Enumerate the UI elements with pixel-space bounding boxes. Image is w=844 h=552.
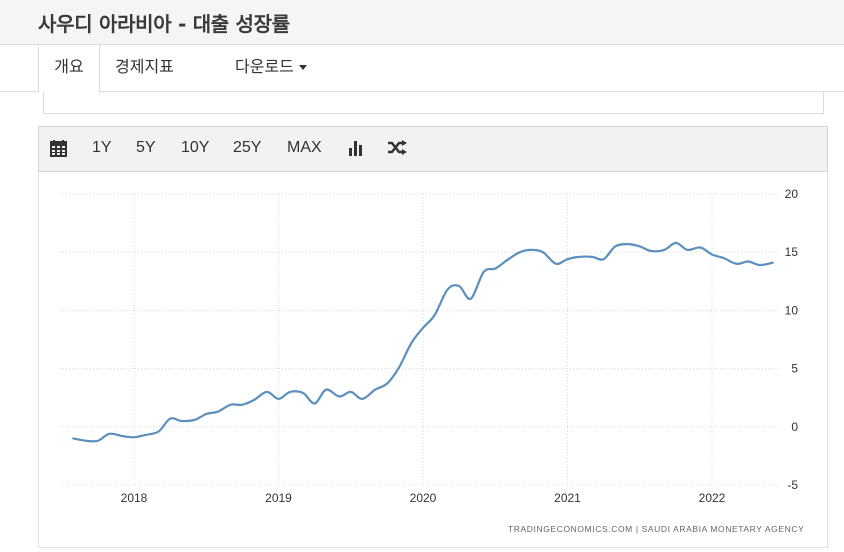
y-tick-label: 5 [791, 362, 798, 376]
panel-frame [43, 92, 824, 114]
calendar-icon[interactable] [50, 140, 67, 162]
grid-lines [60, 193, 780, 486]
caret-down-icon [298, 65, 307, 70]
shuffle-icon[interactable] [387, 140, 407, 161]
tab-bar: 개요 경제지표 다운로드 [0, 45, 844, 93]
bar-chart-icon[interactable] [348, 140, 364, 161]
tab-overview[interactable]: 개요 [38, 45, 100, 93]
range-5y-button[interactable]: 5Y [136, 139, 156, 156]
y-tick-label: -5 [787, 478, 798, 492]
tab-download-label: 다운로드 [235, 57, 294, 76]
title-bar: 사우디 아라비아 - 대출 성장률 [0, 0, 844, 45]
axis-ticks: -5 0 5 10 15 20 2018 2019 2020 2021 2022 [121, 187, 799, 505]
page-title: 사우디 아라비아 - 대출 성장률 [38, 12, 290, 36]
y-tick-label: 10 [785, 303, 799, 317]
range-10y-button[interactable]: 10Y [181, 139, 210, 156]
tab-download[interactable]: 다운로드 [235, 45, 307, 92]
x-tick-label: 2021 [554, 491, 581, 505]
range-max-button[interactable]: MAX [287, 139, 322, 156]
x-tick-label: 2019 [265, 491, 292, 505]
loan-growth-line [72, 241, 774, 443]
chart-area [38, 172, 828, 548]
chart-source: TRADINGECONOMICS.COM | SAUDI ARABIA MONE… [508, 524, 805, 534]
y-tick-label: 20 [785, 187, 799, 201]
y-tick-label: 0 [791, 420, 798, 434]
tab-indicators[interactable]: 경제지표 [115, 57, 174, 76]
x-tick-label: 2020 [410, 491, 437, 505]
y-tick-label: 15 [785, 245, 799, 259]
chart-toolbar: 1Y 5Y 10Y 25Y MAX [38, 126, 828, 172]
range-1y-button[interactable]: 1Y [92, 139, 112, 156]
x-tick-label: 2022 [699, 491, 726, 505]
x-tick-label: 2018 [121, 491, 148, 505]
range-25y-button[interactable]: 25Y [233, 139, 262, 156]
